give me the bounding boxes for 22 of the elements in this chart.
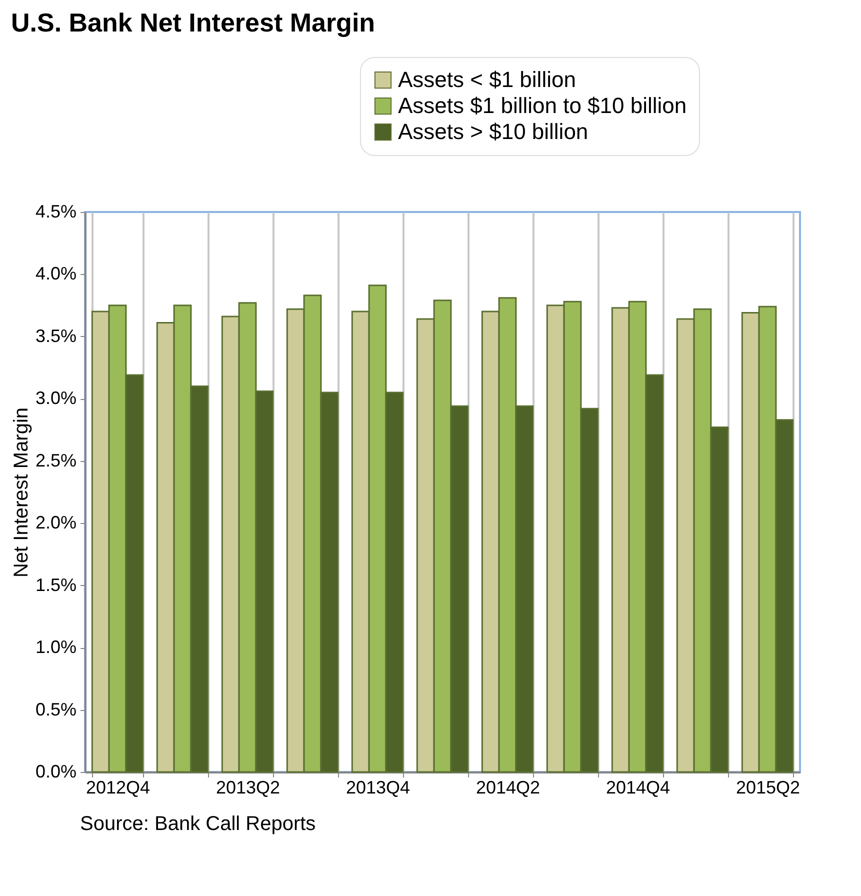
- x-tick-label: 2012Q4: [86, 778, 150, 798]
- y-tick-label: 4.0%: [35, 264, 76, 284]
- y-axis-title: Net Interest Margin: [10, 407, 32, 578]
- y-tick-label: 4.5%: [35, 202, 76, 222]
- y-tick-label: 3.0%: [35, 388, 76, 408]
- y-tick-label: 3.5%: [35, 326, 76, 346]
- legend-label: Assets > $10 billion: [398, 119, 588, 144]
- chart-title: U.S. Bank Net Interest Margin: [10, 8, 376, 38]
- y-tick-label: 1.0%: [35, 637, 76, 658]
- x-tick-label: 2013Q4: [346, 778, 410, 798]
- y-tick-label: 2.0%: [35, 512, 76, 533]
- x-tick-label: 2015Q2: [736, 778, 800, 798]
- y-tick-label: 1.5%: [35, 574, 76, 595]
- legend-label: Assets $1 billion to $10 billion: [398, 93, 687, 118]
- x-tick-label: 2014Q2: [476, 778, 540, 798]
- x-tick-label: 2013Q2: [216, 778, 280, 798]
- source-note: Source: Bank Call Reports: [80, 813, 316, 835]
- y-tick-label: 0.5%: [35, 699, 76, 720]
- legend-label: Assets < $1 billion: [398, 67, 576, 92]
- y-tick-label: 0.0%: [35, 762, 76, 782]
- y-tick-label: 2.5%: [35, 450, 76, 470]
- x-tick-label: 2014Q4: [606, 778, 670, 798]
